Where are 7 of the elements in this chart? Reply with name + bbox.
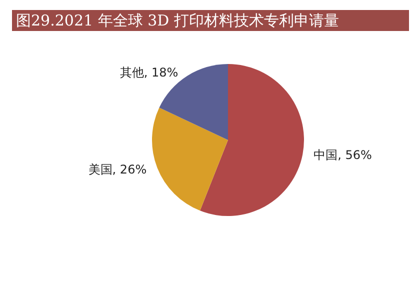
slice-label: 其他: [120, 65, 144, 80]
slice-label: 中国: [314, 148, 338, 162]
data-label: , 18%: [144, 65, 178, 80]
slice-label: 美国: [88, 162, 112, 176]
data-label: , 26%: [112, 162, 147, 176]
chart-title: 图29.2021 年全球 3D 打印材料技术专利申请量: [16, 12, 339, 30]
data-label: , 56%: [338, 148, 372, 162]
